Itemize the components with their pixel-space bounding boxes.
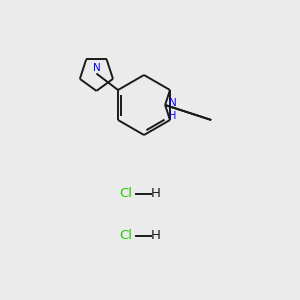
Text: Cl: Cl bbox=[119, 229, 133, 242]
Text: H: H bbox=[151, 229, 161, 242]
Text: H: H bbox=[151, 187, 161, 200]
Text: Cl: Cl bbox=[119, 187, 133, 200]
Text: H: H bbox=[169, 111, 176, 122]
Text: N: N bbox=[169, 98, 176, 109]
Text: N: N bbox=[92, 63, 100, 73]
